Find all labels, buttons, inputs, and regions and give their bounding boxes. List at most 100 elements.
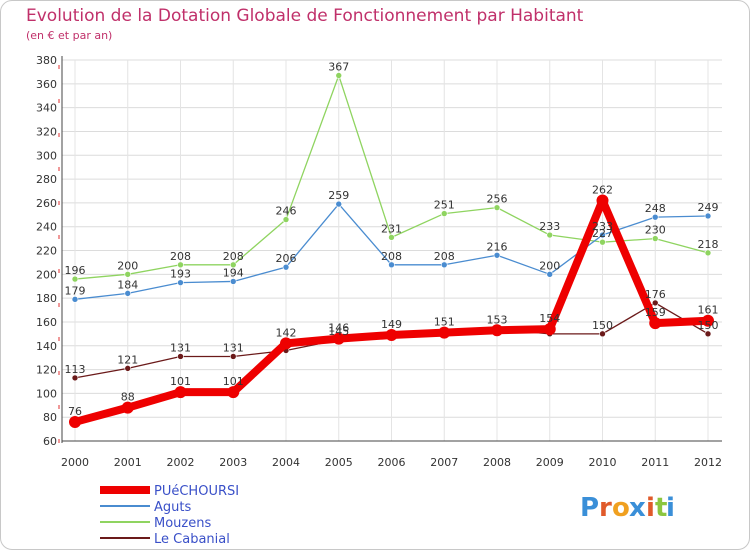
chart-title: Evolution de la Dotation Globale de Fonc…: [26, 6, 584, 26]
data-label: 145: [328, 325, 349, 338]
series-point-0: [599, 330, 606, 338]
data-label: 196: [65, 264, 86, 277]
data-label: 200: [117, 259, 138, 272]
legend-label: PUéCHOURSI: [154, 484, 239, 499]
series-point-3: [649, 317, 662, 330]
data-label: 131: [223, 341, 244, 354]
legend-label: Aguts: [154, 500, 191, 515]
data-label: 367: [328, 60, 349, 73]
series-point-3: [332, 332, 345, 345]
data-label: 154: [539, 312, 560, 325]
series-point-3: [438, 326, 451, 339]
data-label: 184: [117, 278, 138, 291]
y-tick-label: 300: [36, 149, 57, 162]
series-layer: [69, 72, 714, 428]
data-label: 208: [170, 250, 191, 263]
data-label: 208: [381, 250, 402, 263]
series-point-2: [599, 231, 606, 239]
data-label: 76: [68, 405, 82, 418]
series-point-0: [177, 353, 184, 360]
series-point-2: [440, 261, 448, 269]
y-tick-label: 140: [36, 340, 57, 353]
series-point-2: [651, 213, 659, 221]
series-point-3: [385, 329, 398, 342]
x-tick-label: 2008: [483, 456, 511, 469]
series-point-2: [282, 263, 290, 271]
chart-subtitle: (en € et par an): [26, 29, 112, 42]
data-label: 208: [434, 250, 455, 263]
data-label: 256: [487, 193, 508, 206]
series-point-1: [651, 235, 659, 242]
series-point-1: [282, 216, 290, 223]
logo-letter: r: [599, 493, 612, 523]
x-tick-label: 2010: [589, 456, 617, 469]
data-label: 146: [328, 322, 349, 335]
series-point-0: [124, 365, 132, 372]
data-label: 151: [434, 316, 455, 329]
series-point-0: [704, 330, 712, 338]
data-label: 101: [223, 375, 244, 388]
series-point-2: [229, 278, 237, 285]
x-tick-label: 2011: [641, 456, 669, 469]
series-point-3: [702, 314, 714, 327]
series-point-1: [124, 271, 132, 278]
x-tick-label: 2001: [114, 456, 142, 469]
series-point-0: [71, 374, 79, 382]
y-tick-label: 180: [36, 292, 57, 305]
data-labels: 113 121 131 131 145 150 176 150 196 200 208 208 246 3…: [65, 60, 719, 417]
data-label: 161: [698, 304, 719, 317]
logo-letter: o: [612, 493, 630, 523]
series-point-1: [493, 204, 501, 211]
y-tick-label: 200: [36, 268, 57, 281]
data-label: 249: [698, 201, 719, 214]
series-point-3: [280, 337, 292, 350]
series-point-1: [599, 238, 606, 246]
y-tick-label: 240: [36, 221, 57, 234]
data-label: 208: [223, 250, 244, 263]
data-label: 142: [276, 326, 297, 339]
data-label: 179: [65, 284, 86, 297]
data-label: 113: [65, 363, 86, 376]
y-tick-label: 380: [36, 54, 57, 67]
series-point-2: [71, 296, 79, 303]
data-label: 248: [645, 202, 666, 215]
data-label: 194: [223, 266, 244, 279]
data-label: 262: [592, 183, 613, 196]
y-tick-label: 260: [36, 197, 57, 210]
series-point-2: [335, 200, 343, 208]
series-point-3: [174, 386, 187, 399]
legend-label: Le Cabanial: [154, 532, 230, 547]
data-label: 150: [698, 319, 719, 332]
x-tick-label: 2004: [272, 456, 300, 469]
data-label: 259: [328, 189, 349, 202]
x-tick-label: 2000: [61, 456, 89, 469]
series-point-3: [543, 323, 556, 336]
y-tick-label: 220: [36, 245, 57, 258]
series-point-2: [704, 212, 712, 220]
data-label: 159: [645, 306, 666, 319]
series-point-1: [71, 275, 79, 283]
data-label: 233: [592, 220, 613, 233]
logo-letter: x: [629, 493, 646, 523]
series-point-1: [229, 261, 237, 269]
data-label: 233: [539, 220, 560, 233]
y-tick-label: 80: [43, 411, 57, 424]
y-tick-label: 280: [36, 173, 57, 186]
series-point-2: [177, 279, 184, 286]
data-label: 149: [381, 318, 402, 331]
x-tick-label: 2002: [167, 456, 195, 469]
axes: 60 80 100 120 140 160 180 200 220 240 260 280 300 320…: [36, 54, 722, 469]
data-label: 216: [487, 240, 508, 253]
data-label: 246: [276, 205, 297, 218]
x-tick-label: 2005: [325, 456, 353, 469]
series-point-3: [121, 401, 134, 414]
legend-label: Mouzens: [154, 516, 211, 531]
logo-letter: P: [580, 493, 599, 523]
logo-letter: t: [655, 493, 667, 523]
series-point-3: [596, 194, 609, 207]
x-tick-label: 2009: [536, 456, 564, 469]
data-label: 88: [121, 391, 135, 404]
data-label: 101: [170, 375, 191, 388]
data-label: 193: [170, 268, 191, 281]
